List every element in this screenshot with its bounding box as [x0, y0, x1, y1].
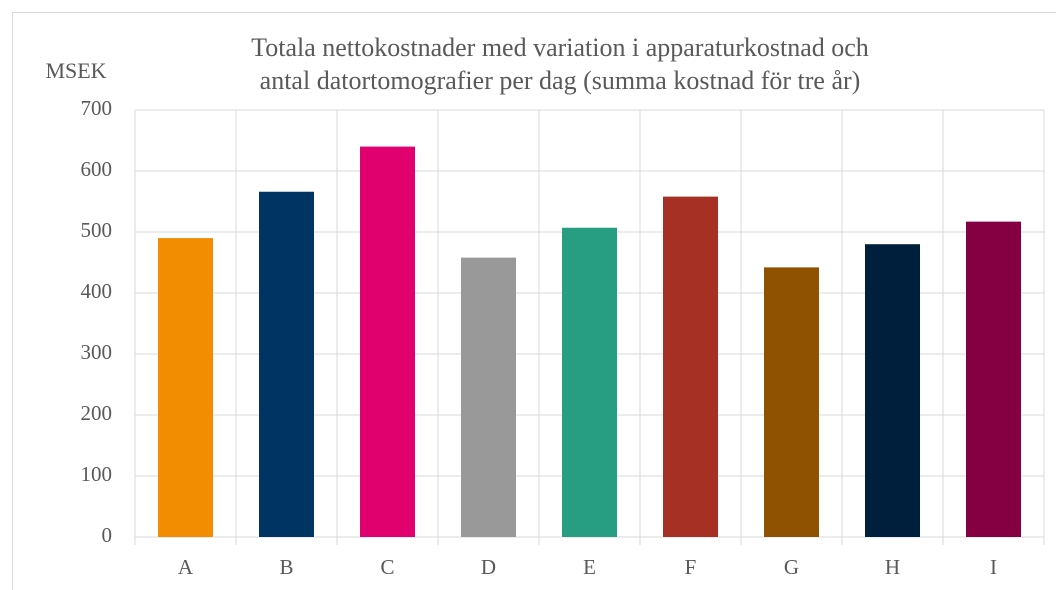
x-tick-label: D [481, 555, 496, 579]
x-tick-label: G [784, 555, 799, 579]
chart-border [12, 12, 1056, 590]
bar [259, 191, 314, 538]
bar [966, 221, 1021, 537]
y-tick-label: 300 [81, 340, 113, 364]
y-tick-label: 700 [81, 96, 113, 120]
x-tick-label: H [885, 555, 900, 579]
x-tick-label: B [279, 555, 293, 579]
x-tick-label: F [685, 555, 697, 579]
bar [562, 227, 617, 538]
y-tick-label: 100 [81, 462, 113, 486]
bar [865, 244, 920, 537]
bar [663, 196, 718, 537]
x-tick-label: C [380, 555, 394, 579]
bar [764, 267, 819, 537]
y-tick-label: 400 [81, 279, 113, 303]
y-tick-label: 200 [81, 401, 113, 425]
x-tick-label: E [583, 555, 596, 579]
bar [158, 238, 213, 537]
y-tick-label: 0 [102, 523, 113, 547]
y-tick-label: 600 [81, 157, 113, 181]
bar [461, 257, 516, 537]
chart-title: antal datortomografier per dag (summa ko… [260, 66, 861, 95]
chart-title: Totala nettokostnader med variation i ap… [251, 33, 869, 62]
x-tick-label: I [990, 555, 997, 579]
x-tick-label: A [178, 555, 194, 579]
bar [360, 146, 415, 537]
y-axis-label: MSEK [45, 58, 106, 83]
y-tick-label: 500 [81, 218, 113, 242]
